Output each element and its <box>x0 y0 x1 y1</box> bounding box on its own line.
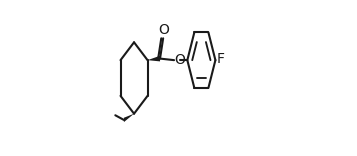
Polygon shape <box>147 56 160 61</box>
Text: F: F <box>217 52 225 66</box>
Text: O: O <box>174 53 185 67</box>
Text: O: O <box>159 23 169 37</box>
Polygon shape <box>124 114 134 122</box>
